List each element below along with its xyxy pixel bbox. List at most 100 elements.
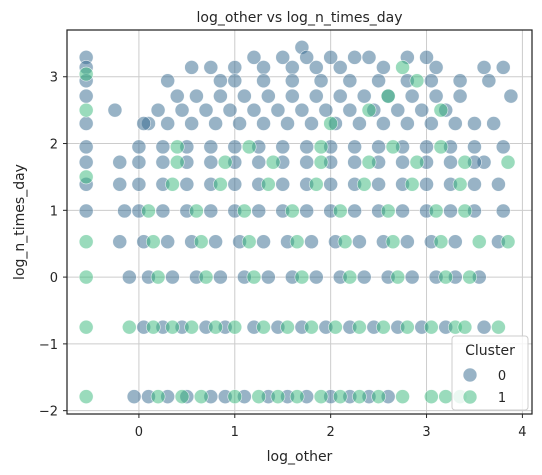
legend-marker-cluster-1: [462, 389, 478, 405]
data-point-cluster-0: [280, 116, 295, 131]
data-point-cluster-0: [347, 139, 362, 155]
data-point-cluster-0: [495, 60, 511, 75]
data-point-cluster-0: [294, 102, 310, 118]
data-point-cluster-1: [433, 102, 449, 118]
data-point-cluster-0: [361, 50, 377, 65]
data-point-cluster-1: [371, 389, 386, 404]
data-point-cluster-1: [78, 234, 94, 250]
data-point-cluster-0: [308, 88, 324, 104]
data-point-cluster-0: [299, 50, 314, 65]
data-point-cluster-0: [332, 60, 348, 75]
data-point-cluster-0: [304, 234, 319, 250]
data-point-cluster-0: [323, 50, 338, 65]
data-point-cluster-1: [332, 203, 348, 219]
data-point-cluster-0: [155, 139, 171, 155]
data-point-cluster-1: [174, 389, 190, 404]
data-point-cluster-0: [400, 234, 415, 250]
data-point-cluster-1: [270, 389, 286, 404]
data-point-cluster-0: [376, 60, 391, 75]
x-tick-label: 0: [135, 425, 143, 440]
data-point-cluster-1: [438, 389, 454, 404]
data-point-cluster-0: [352, 116, 367, 131]
data-point-cluster-1: [462, 269, 477, 285]
data-point-cluster-0: [424, 73, 439, 89]
data-point-cluster-0: [198, 102, 214, 118]
data-point-cluster-0: [174, 102, 190, 118]
data-point-cluster-1: [471, 234, 487, 250]
data-point-cluster-1: [433, 139, 449, 155]
data-point-cluster-0: [251, 203, 267, 219]
y-tick-label: 2: [50, 138, 58, 153]
x-tick-label: 4: [518, 425, 526, 440]
data-point-cluster-0: [203, 60, 219, 75]
data-point-cluster-1: [165, 319, 180, 335]
data-point-cluster-1: [78, 169, 94, 185]
data-point-cluster-1: [457, 203, 473, 219]
data-point-cluster-0: [419, 139, 434, 155]
data-point-cluster-1: [313, 389, 329, 404]
data-point-cluster-0: [155, 203, 171, 219]
y-axis-label: log_n_times_day: [12, 164, 28, 280]
data-point-cluster-0: [126, 389, 142, 404]
data-point-cluster-0: [208, 116, 223, 131]
data-point-cluster-0: [285, 73, 300, 89]
data-point-cluster-1: [304, 319, 319, 335]
data-point-cluster-1: [289, 389, 305, 404]
data-point-cluster-1: [342, 269, 358, 285]
data-point-cluster-0: [256, 73, 271, 89]
data-points: [78, 40, 519, 404]
data-point-cluster-0: [390, 102, 406, 118]
data-point-cluster-1: [265, 154, 281, 170]
data-point-cluster-0: [419, 176, 434, 192]
data-point-cluster-1: [78, 389, 94, 404]
data-point-cluster-0: [308, 60, 324, 75]
data-point-cluster-0: [452, 88, 468, 104]
data-point-cluster-1: [332, 389, 348, 404]
data-point-cluster-1: [141, 203, 156, 219]
data-point-cluster-0: [356, 88, 372, 104]
data-point-cluster-1: [198, 269, 214, 285]
data-point-cluster-0: [356, 269, 372, 285]
data-point-cluster-1: [261, 176, 276, 192]
data-point-cluster-1: [390, 269, 406, 285]
data-point-cluster-0: [203, 139, 219, 155]
data-point-cluster-1: [122, 319, 137, 335]
data-point-cluster-1: [145, 234, 161, 250]
data-point-cluster-0: [78, 88, 94, 104]
data-point-cluster-0: [486, 116, 501, 131]
x-axis-label: log_other: [267, 449, 333, 465]
data-point-cluster-0: [467, 176, 482, 192]
data-point-cluster-1: [424, 389, 439, 404]
data-point-cluster-0: [395, 154, 410, 170]
data-point-cluster-0: [299, 203, 314, 219]
y-tick-label: −1: [39, 338, 58, 353]
data-point-cluster-0: [285, 60, 300, 75]
data-point-cluster-0: [304, 116, 319, 131]
data-point-cluster-1: [193, 389, 209, 404]
data-point-cluster-1: [395, 389, 410, 404]
data-point-cluster-0: [131, 154, 147, 170]
data-point-cluster-0: [256, 60, 271, 75]
data-point-cluster-1: [169, 139, 185, 155]
data-point-cluster-1: [165, 176, 180, 192]
data-point-cluster-0: [270, 102, 286, 118]
data-point-cluster-0: [150, 102, 166, 118]
data-point-cluster-0: [447, 234, 463, 250]
data-point-cluster-0: [342, 73, 358, 89]
data-point-cluster-0: [222, 102, 238, 118]
data-point-cluster-1: [208, 319, 223, 335]
data-point-cluster-1: [256, 319, 271, 335]
data-point-cluster-0: [467, 116, 482, 131]
data-point-cluster-1: [241, 234, 257, 250]
data-point-cluster-0: [213, 269, 228, 285]
data-point-cluster-0: [476, 319, 492, 335]
data-point-cluster-1: [428, 203, 444, 219]
plot-frame: [66, 29, 533, 415]
data-point-cluster-0: [313, 73, 329, 89]
data-point-cluster-0: [443, 203, 458, 219]
y-axis-ticks: −2 −1 0 1 2 3: [39, 71, 67, 420]
data-point-cluster-1: [169, 154, 185, 170]
data-point-cluster-0: [308, 269, 324, 285]
data-point-cluster-0: [136, 116, 152, 131]
